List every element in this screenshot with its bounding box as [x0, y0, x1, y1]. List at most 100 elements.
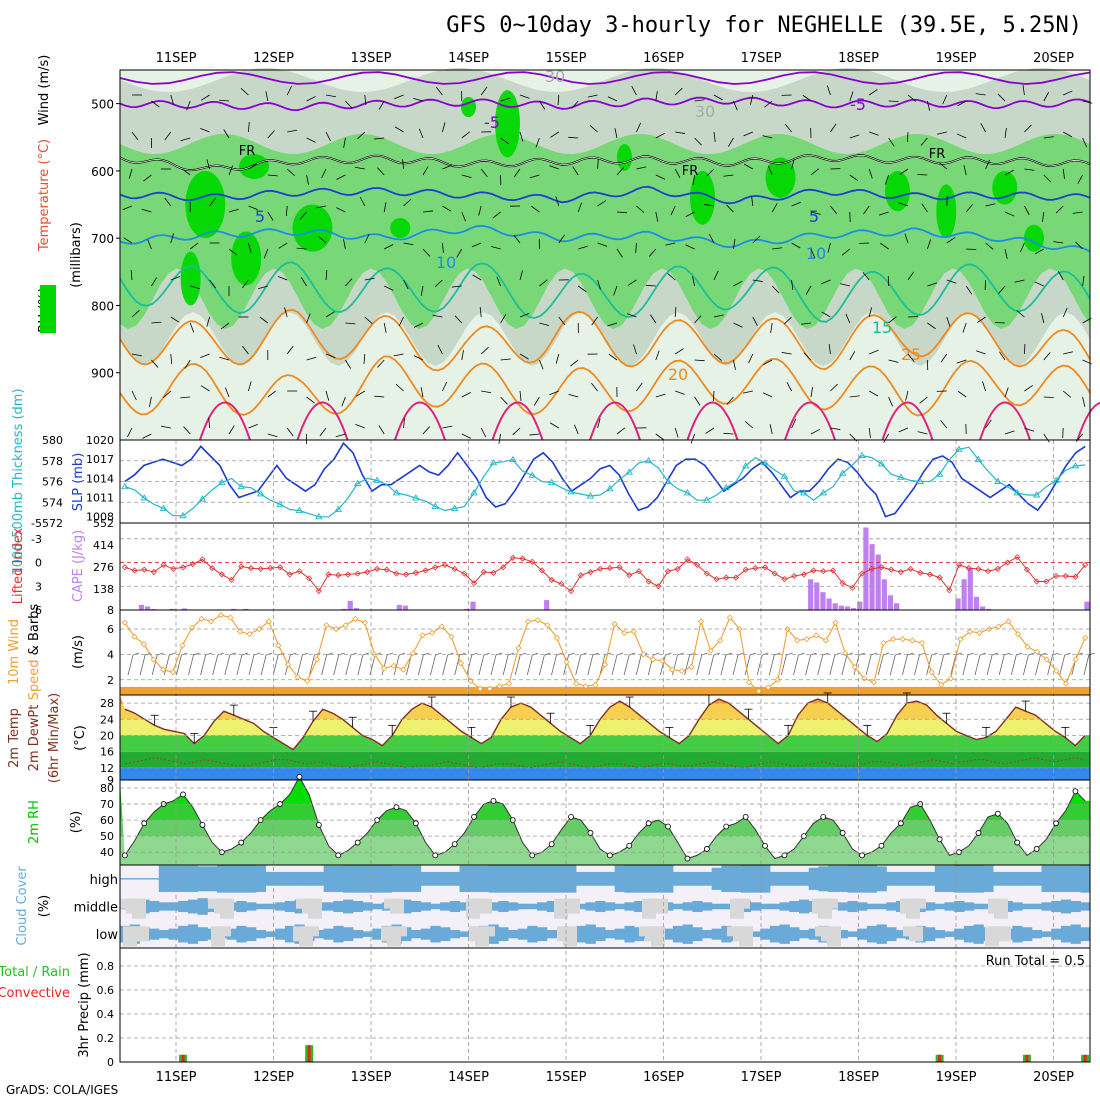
wind-barb [1043, 396, 1054, 398]
wind-barb [771, 285, 780, 294]
wind-barb [791, 201, 801, 207]
thickness-marker [955, 445, 963, 452]
li-marker [839, 580, 846, 587]
li-marker [121, 564, 128, 571]
wind-barb [341, 396, 346, 407]
precip-convective-bar [181, 1054, 185, 1062]
wind-barb [286, 345, 294, 355]
wind-barb [577, 285, 587, 293]
wind-barb [240, 88, 249, 96]
cloud-cell [537, 902, 548, 911]
wind-barb [550, 422, 560, 429]
wind-marker [131, 633, 138, 640]
cloud-patch [651, 926, 665, 947]
wind-barb [898, 427, 909, 433]
wind-barb [130, 270, 133, 281]
cloud-cell [197, 927, 208, 942]
surface-wind-barb [176, 654, 182, 676]
wind-barb [791, 279, 794, 290]
wind-barb [1062, 168, 1065, 179]
cloud-cell [711, 928, 722, 940]
wind-barb [383, 202, 387, 213]
wind-marker [236, 628, 244, 635]
cloud-cell [857, 928, 868, 940]
wind-barb [442, 164, 452, 170]
surface-wind-barb-flag [362, 652, 370, 656]
date-label-bottom: 19SEP [936, 1070, 977, 1085]
cloud-cell [750, 931, 761, 937]
cloud-cell [614, 928, 625, 940]
date-label-top: 12SEP [253, 51, 294, 66]
wind-marker [697, 618, 705, 625]
cloud-cell [187, 924, 199, 944]
cloud-cell [905, 871, 916, 886]
wind-marker [265, 618, 272, 625]
cloud-cell [139, 878, 150, 880]
wind-barb [904, 233, 909, 244]
isotherm-30 [589, 401, 641, 441]
wind-barb [418, 128, 424, 139]
rh-tick: 50 [100, 830, 114, 843]
wind-barb [442, 205, 452, 212]
rh-marker [451, 841, 458, 848]
pressure-tick: 800 [91, 299, 114, 313]
cloud-cell [934, 865, 945, 892]
wind-barb [784, 123, 792, 133]
li-marker [470, 580, 478, 587]
contour-label: 5 [809, 207, 819, 226]
surface-wind-barb-flag [1028, 652, 1035, 656]
wind-marker [938, 681, 945, 688]
wind-barb [1041, 313, 1045, 324]
surface-wind-barb [986, 654, 993, 676]
slp-ylabel: SLP (mb) [71, 453, 86, 512]
wind-barb [616, 248, 623, 258]
wind-barb [626, 313, 637, 318]
wind-barb [461, 433, 471, 439]
wind-marker [976, 629, 983, 636]
wind-barb [810, 428, 821, 435]
wind-marker [217, 612, 224, 619]
wind-barb [946, 195, 948, 207]
li-marker [160, 561, 167, 568]
wind-barb [539, 359, 544, 370]
cloud-row-label: high [90, 873, 118, 888]
cloud-cell [255, 865, 266, 892]
cloud-cell [411, 900, 422, 913]
cape-bar [881, 579, 887, 610]
panel-content: -5 -5 FR FR FR 5 5 10 10 15 20 25 30 30 [119, 67, 1100, 1062]
wind-barb [374, 395, 385, 398]
wind-barb [957, 390, 967, 398]
wind-barb [1004, 248, 1008, 259]
surface-wind-barb [914, 654, 920, 676]
wind-barb [840, 283, 850, 287]
wind-barb [708, 233, 715, 244]
wind-marker [1005, 618, 1012, 625]
cloud-patch [393, 926, 407, 937]
label-part: 10m Wind [7, 619, 22, 685]
cloud-cell [973, 903, 984, 910]
wind-barb [1019, 242, 1025, 253]
cape-bar [402, 605, 409, 610]
cloud-cell [226, 928, 237, 940]
wind-tick: 6 [107, 623, 114, 636]
rh-high-blob [390, 218, 411, 239]
isotherm-30 [491, 401, 544, 441]
wind-barb [316, 205, 327, 209]
thickness-marker [800, 489, 808, 496]
slp-tick: 1011 [86, 491, 114, 504]
cloud-cell [963, 902, 975, 911]
rh-marker [121, 852, 128, 859]
cloud-cell [411, 865, 422, 892]
surface-wind-barb-flag [459, 652, 466, 656]
wind-barb [771, 203, 778, 213]
surface-wind-barb-flag [810, 652, 817, 656]
wind-barb [1004, 387, 1009, 398]
contour-label: -5 [850, 95, 866, 114]
surface-wind-barb-flag [447, 652, 454, 656]
rh-marker [529, 852, 536, 859]
li-marker [238, 563, 245, 570]
cloud-patch [736, 898, 750, 909]
surface-wind-barb [127, 654, 134, 676]
wind-barb [607, 322, 618, 327]
